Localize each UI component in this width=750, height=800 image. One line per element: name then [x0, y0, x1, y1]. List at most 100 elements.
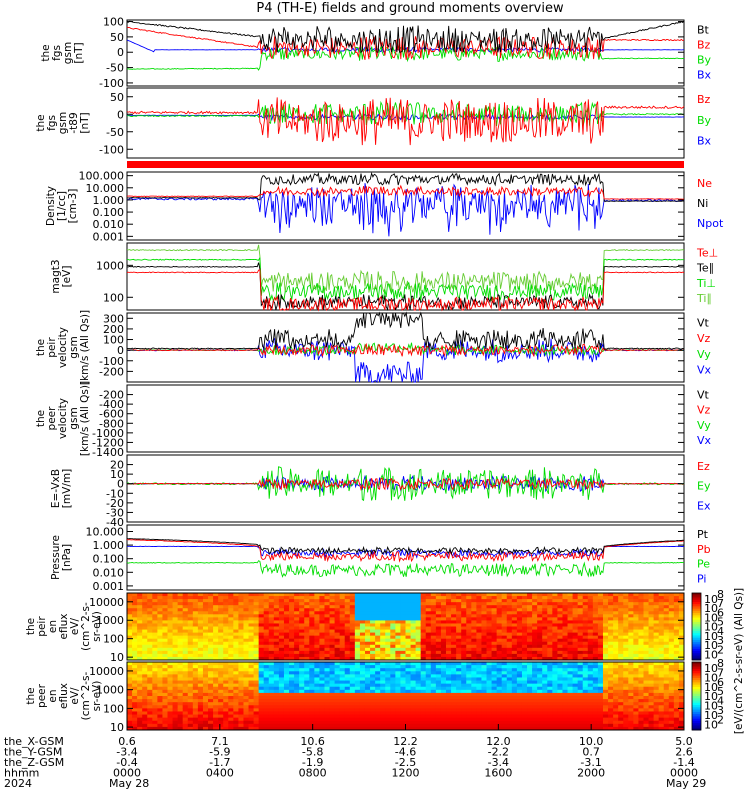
spectrogram-cell — [304, 602, 310, 606]
spectrogram-cell — [127, 665, 133, 669]
spectrogram-cell — [192, 635, 199, 640]
spectrogram-cell — [511, 656, 518, 661]
spectrogram-cell — [461, 677, 467, 682]
spectrogram-cell — [602, 650, 609, 655]
spectrogram-cell — [370, 605, 376, 609]
spectrogram-cell — [425, 599, 432, 603]
spectrogram-cell — [456, 720, 462, 725]
spectrogram-cell — [602, 720, 609, 725]
spectrogram-cell — [177, 632, 184, 637]
spectrogram-cell — [283, 647, 290, 652]
spectrogram-cell — [471, 593, 477, 597]
spectrogram-cell — [319, 596, 325, 600]
spectrogram-cell — [628, 644, 634, 649]
spectrogram-cell — [258, 602, 265, 606]
spectrogram-cell — [618, 692, 624, 697]
spectrogram-cell — [597, 686, 604, 691]
spectrogram-cell — [491, 662, 498, 666]
spectrogram-cell — [238, 614, 244, 618]
y-tick-label: 10 — [110, 651, 124, 664]
spectrogram-cell — [678, 644, 685, 649]
spectrogram-cell — [602, 638, 609, 643]
spectrogram-cell — [663, 596, 670, 600]
spectrogram-cell — [314, 623, 320, 627]
spectrogram-cell — [283, 614, 290, 618]
spectrogram-cell — [319, 602, 325, 606]
spectrogram-cell — [557, 596, 563, 600]
spectrogram-cell — [208, 665, 214, 669]
spectrogram-cell — [440, 705, 447, 709]
spectrogram-cell — [410, 629, 417, 634]
spectrogram-cell — [162, 614, 169, 618]
spectrogram-cell — [147, 668, 153, 672]
spectrogram-cell — [658, 653, 665, 658]
spectrogram-cell — [172, 653, 179, 658]
spectrogram-cell — [283, 711, 290, 716]
spectrogram-cell — [527, 650, 533, 655]
spectrogram-cell — [324, 617, 331, 621]
spectrogram-cell — [238, 668, 244, 672]
spectrogram-cell — [668, 638, 675, 643]
spectrogram-cell — [562, 680, 569, 685]
legend-item: Bx — [697, 134, 712, 147]
spectrogram-cell — [375, 614, 381, 618]
spectrogram-cell — [491, 626, 498, 631]
spectrogram-cell — [552, 683, 558, 688]
spectrogram-cell — [435, 665, 442, 669]
spectrogram-cell — [440, 647, 447, 652]
spectrogram-cell — [643, 671, 650, 675]
spectrogram-cell — [623, 623, 629, 627]
spectrogram-cell — [425, 629, 432, 634]
spectrogram-cell — [218, 705, 224, 709]
spectrogram-cell — [329, 723, 336, 728]
spectrogram-cell — [527, 723, 533, 728]
spectrogram-cell — [618, 717, 624, 722]
spectrogram-cell — [329, 683, 336, 688]
spectrogram-cell — [324, 708, 331, 712]
spectrogram-cell — [587, 602, 594, 606]
spectrogram-cell — [152, 611, 158, 615]
spectrogram-cell — [299, 708, 305, 712]
spectrogram-cell — [572, 686, 579, 691]
spectrogram-cell — [521, 593, 528, 597]
spectrogram-cell — [223, 620, 229, 624]
spectrogram-cell — [608, 599, 614, 603]
spectrogram-cell — [415, 593, 422, 597]
spectrogram-cell — [456, 699, 462, 703]
spectrogram-cell — [668, 644, 675, 649]
spectrogram-cell — [587, 641, 594, 646]
spectrogram-cell — [562, 635, 569, 640]
spectrogram-cell — [653, 696, 660, 700]
spectrogram-cell — [344, 608, 351, 612]
spectrogram-cell — [638, 705, 644, 709]
spectrogram-cell — [334, 665, 341, 669]
spectrogram-cell — [425, 702, 432, 706]
spectrogram-cell — [192, 605, 199, 609]
spectrogram-cell — [608, 720, 614, 725]
spectrogram-cell — [127, 726, 133, 731]
spectrogram-cell — [471, 599, 477, 603]
spectrogram-cell — [582, 702, 589, 706]
y-tick-label: 50 — [110, 31, 124, 44]
spectrogram-cell — [557, 717, 563, 722]
spectrogram-cell — [238, 692, 244, 697]
spectrogram-cell — [440, 620, 447, 624]
spectrogram-cell — [486, 629, 493, 634]
spectrogram-cell — [435, 593, 442, 597]
spectrogram-cell — [370, 614, 376, 618]
spectrogram-cell — [420, 680, 427, 685]
spectrogram-cell — [228, 620, 234, 624]
spectrogram-cell — [364, 656, 371, 661]
spectrogram-cell — [430, 638, 437, 643]
spectrogram-cell — [613, 650, 619, 655]
spectrogram-cell — [491, 650, 498, 655]
spectrogram-cell — [319, 629, 325, 634]
spectrogram-cell — [380, 723, 386, 728]
spectrogram-cell — [218, 683, 224, 688]
spectrogram-cell — [410, 596, 417, 600]
spectrogram-cell — [527, 702, 533, 706]
spectrogram-cell — [425, 650, 432, 655]
spectrogram-cell — [253, 605, 260, 609]
spectrogram-cell — [425, 699, 432, 703]
